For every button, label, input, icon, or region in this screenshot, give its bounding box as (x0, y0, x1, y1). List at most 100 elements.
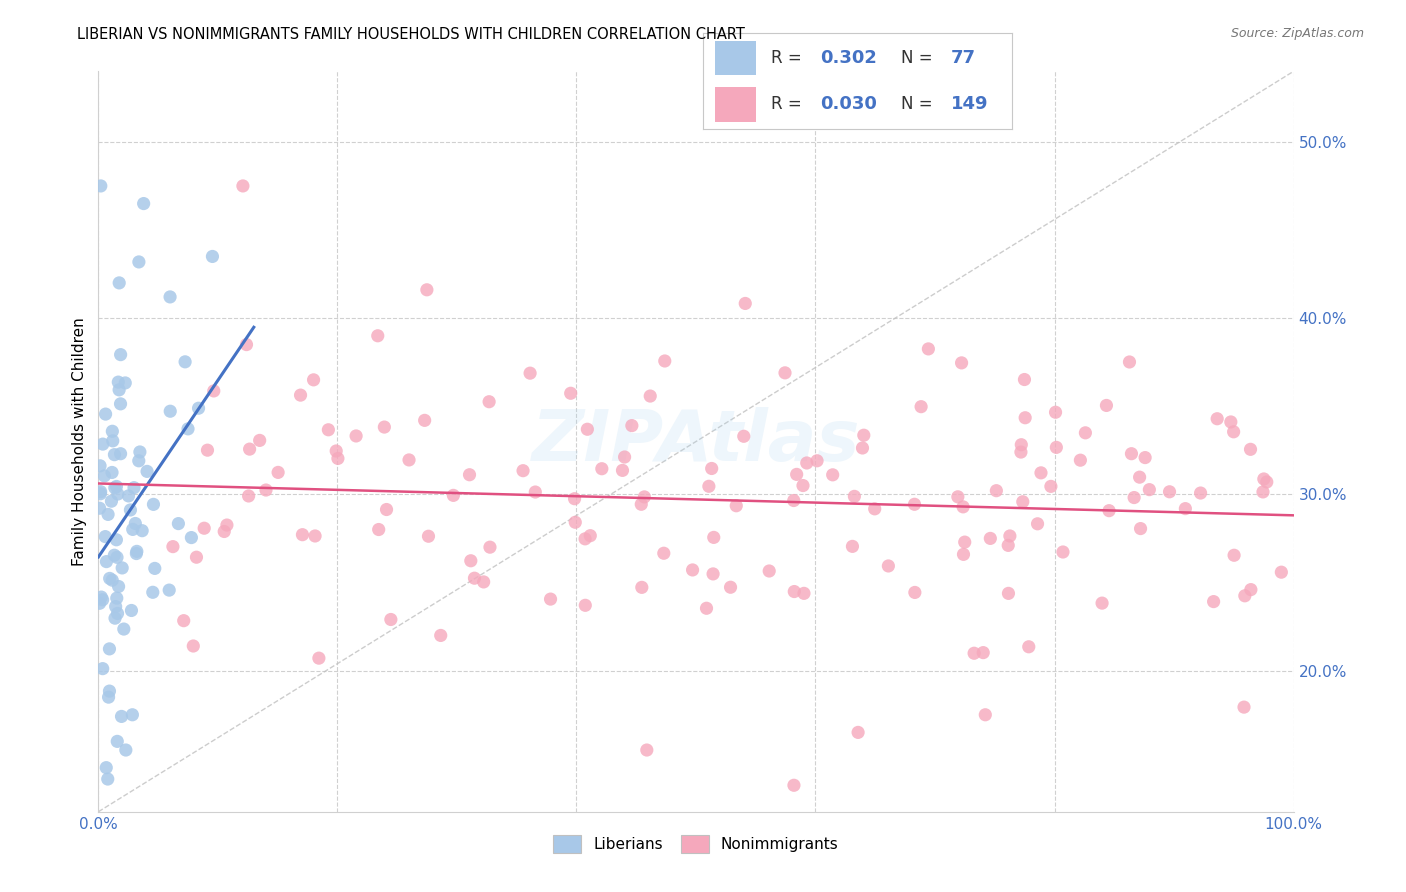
Point (89, 458, 111, 473)
Point (519, 366, 541, 380)
Point (652, 546, 675, 560)
Point (398, 453, 420, 467)
Point (1074, 425, 1097, 440)
Point (107, 487, 129, 501)
Point (1011, 495, 1033, 509)
Point (613, 450, 636, 464)
Point (98, 571, 121, 585)
Point (100, 494, 122, 508)
Point (162, 540, 184, 554)
Point (89, 501, 111, 516)
Point (197, 443, 219, 458)
Point (107, 607, 129, 621)
Point (877, 558, 900, 573)
Point (97, 690, 120, 705)
Point (115, 743, 138, 757)
Point (700, 461, 723, 475)
Point (783, 778, 806, 792)
Point (758, 564, 780, 578)
Y-axis label: Family Households with Children: Family Households with Children (72, 318, 87, 566)
Point (373, 420, 395, 434)
Point (132, 196, 155, 211)
Point (89, 487, 111, 501)
Point (344, 429, 367, 443)
Point (131, 524, 153, 538)
Bar (716, 41, 755, 76)
Point (235, 337, 257, 351)
Point (1091, 596, 1114, 610)
Point (1052, 545, 1074, 559)
Point (1121, 447, 1143, 461)
Point (238, 489, 260, 503)
Point (105, 550, 128, 565)
Point (413, 413, 436, 427)
Point (110, 447, 132, 461)
Point (720, 580, 742, 594)
Point (416, 283, 439, 297)
Point (187, 401, 209, 416)
Point (1223, 548, 1246, 562)
Point (612, 463, 634, 477)
Point (1174, 501, 1197, 516)
Point (249, 434, 271, 448)
Point (90, 590, 112, 604)
Point (904, 585, 927, 599)
Point (104, 611, 127, 625)
Point (429, 628, 451, 642)
Legend: Liberians, Nonimmigrants: Liberians, Nonimmigrants (547, 829, 845, 860)
Point (173, 614, 195, 628)
Point (121, 523, 143, 537)
Point (254, 483, 277, 497)
Point (997, 586, 1019, 600)
Point (159, 290, 181, 304)
Point (903, 497, 925, 511)
Point (1014, 410, 1036, 425)
Point (697, 479, 720, 493)
Point (1018, 640, 1040, 654)
Point (786, 467, 808, 482)
Point (174, 355, 197, 369)
Point (98, 684, 121, 698)
Point (103, 448, 125, 462)
Point (702, 566, 724, 581)
Point (111, 561, 134, 575)
Point (157, 583, 180, 598)
Point (682, 563, 704, 577)
Point (193, 521, 215, 535)
Point (1129, 470, 1152, 484)
Point (93, 469, 115, 483)
Text: LIBERIAN VS NONIMMIGRANTS FAMILY HOUSEHOLDS WITH CHILDREN CORRELATION CHART: LIBERIAN VS NONIMMIGRANTS FAMILY HOUSEHO… (77, 27, 745, 42)
Point (202, 384, 225, 398)
Point (952, 500, 974, 514)
Point (591, 461, 613, 475)
Point (186, 550, 208, 565)
Point (841, 540, 863, 554)
Point (101, 466, 124, 480)
Point (844, 489, 866, 503)
Point (96, 761, 118, 775)
Point (972, 646, 994, 660)
Text: 149: 149 (950, 95, 988, 113)
Point (463, 571, 485, 585)
Point (181, 639, 204, 653)
Point (574, 532, 596, 546)
Point (579, 529, 602, 543)
Point (291, 527, 314, 541)
Point (1014, 372, 1036, 386)
Point (458, 467, 481, 482)
Point (91, 662, 114, 676)
Point (308, 651, 330, 665)
Point (325, 444, 347, 458)
Point (318, 423, 340, 437)
Point (1137, 483, 1160, 497)
Point (290, 388, 312, 402)
Point (472, 574, 495, 589)
Point (1069, 453, 1091, 467)
Point (101, 425, 124, 439)
Point (1202, 594, 1225, 608)
Point (630, 580, 652, 594)
Point (232, 178, 254, 193)
Point (1098, 503, 1121, 517)
Point (125, 544, 148, 558)
Point (974, 707, 997, 722)
